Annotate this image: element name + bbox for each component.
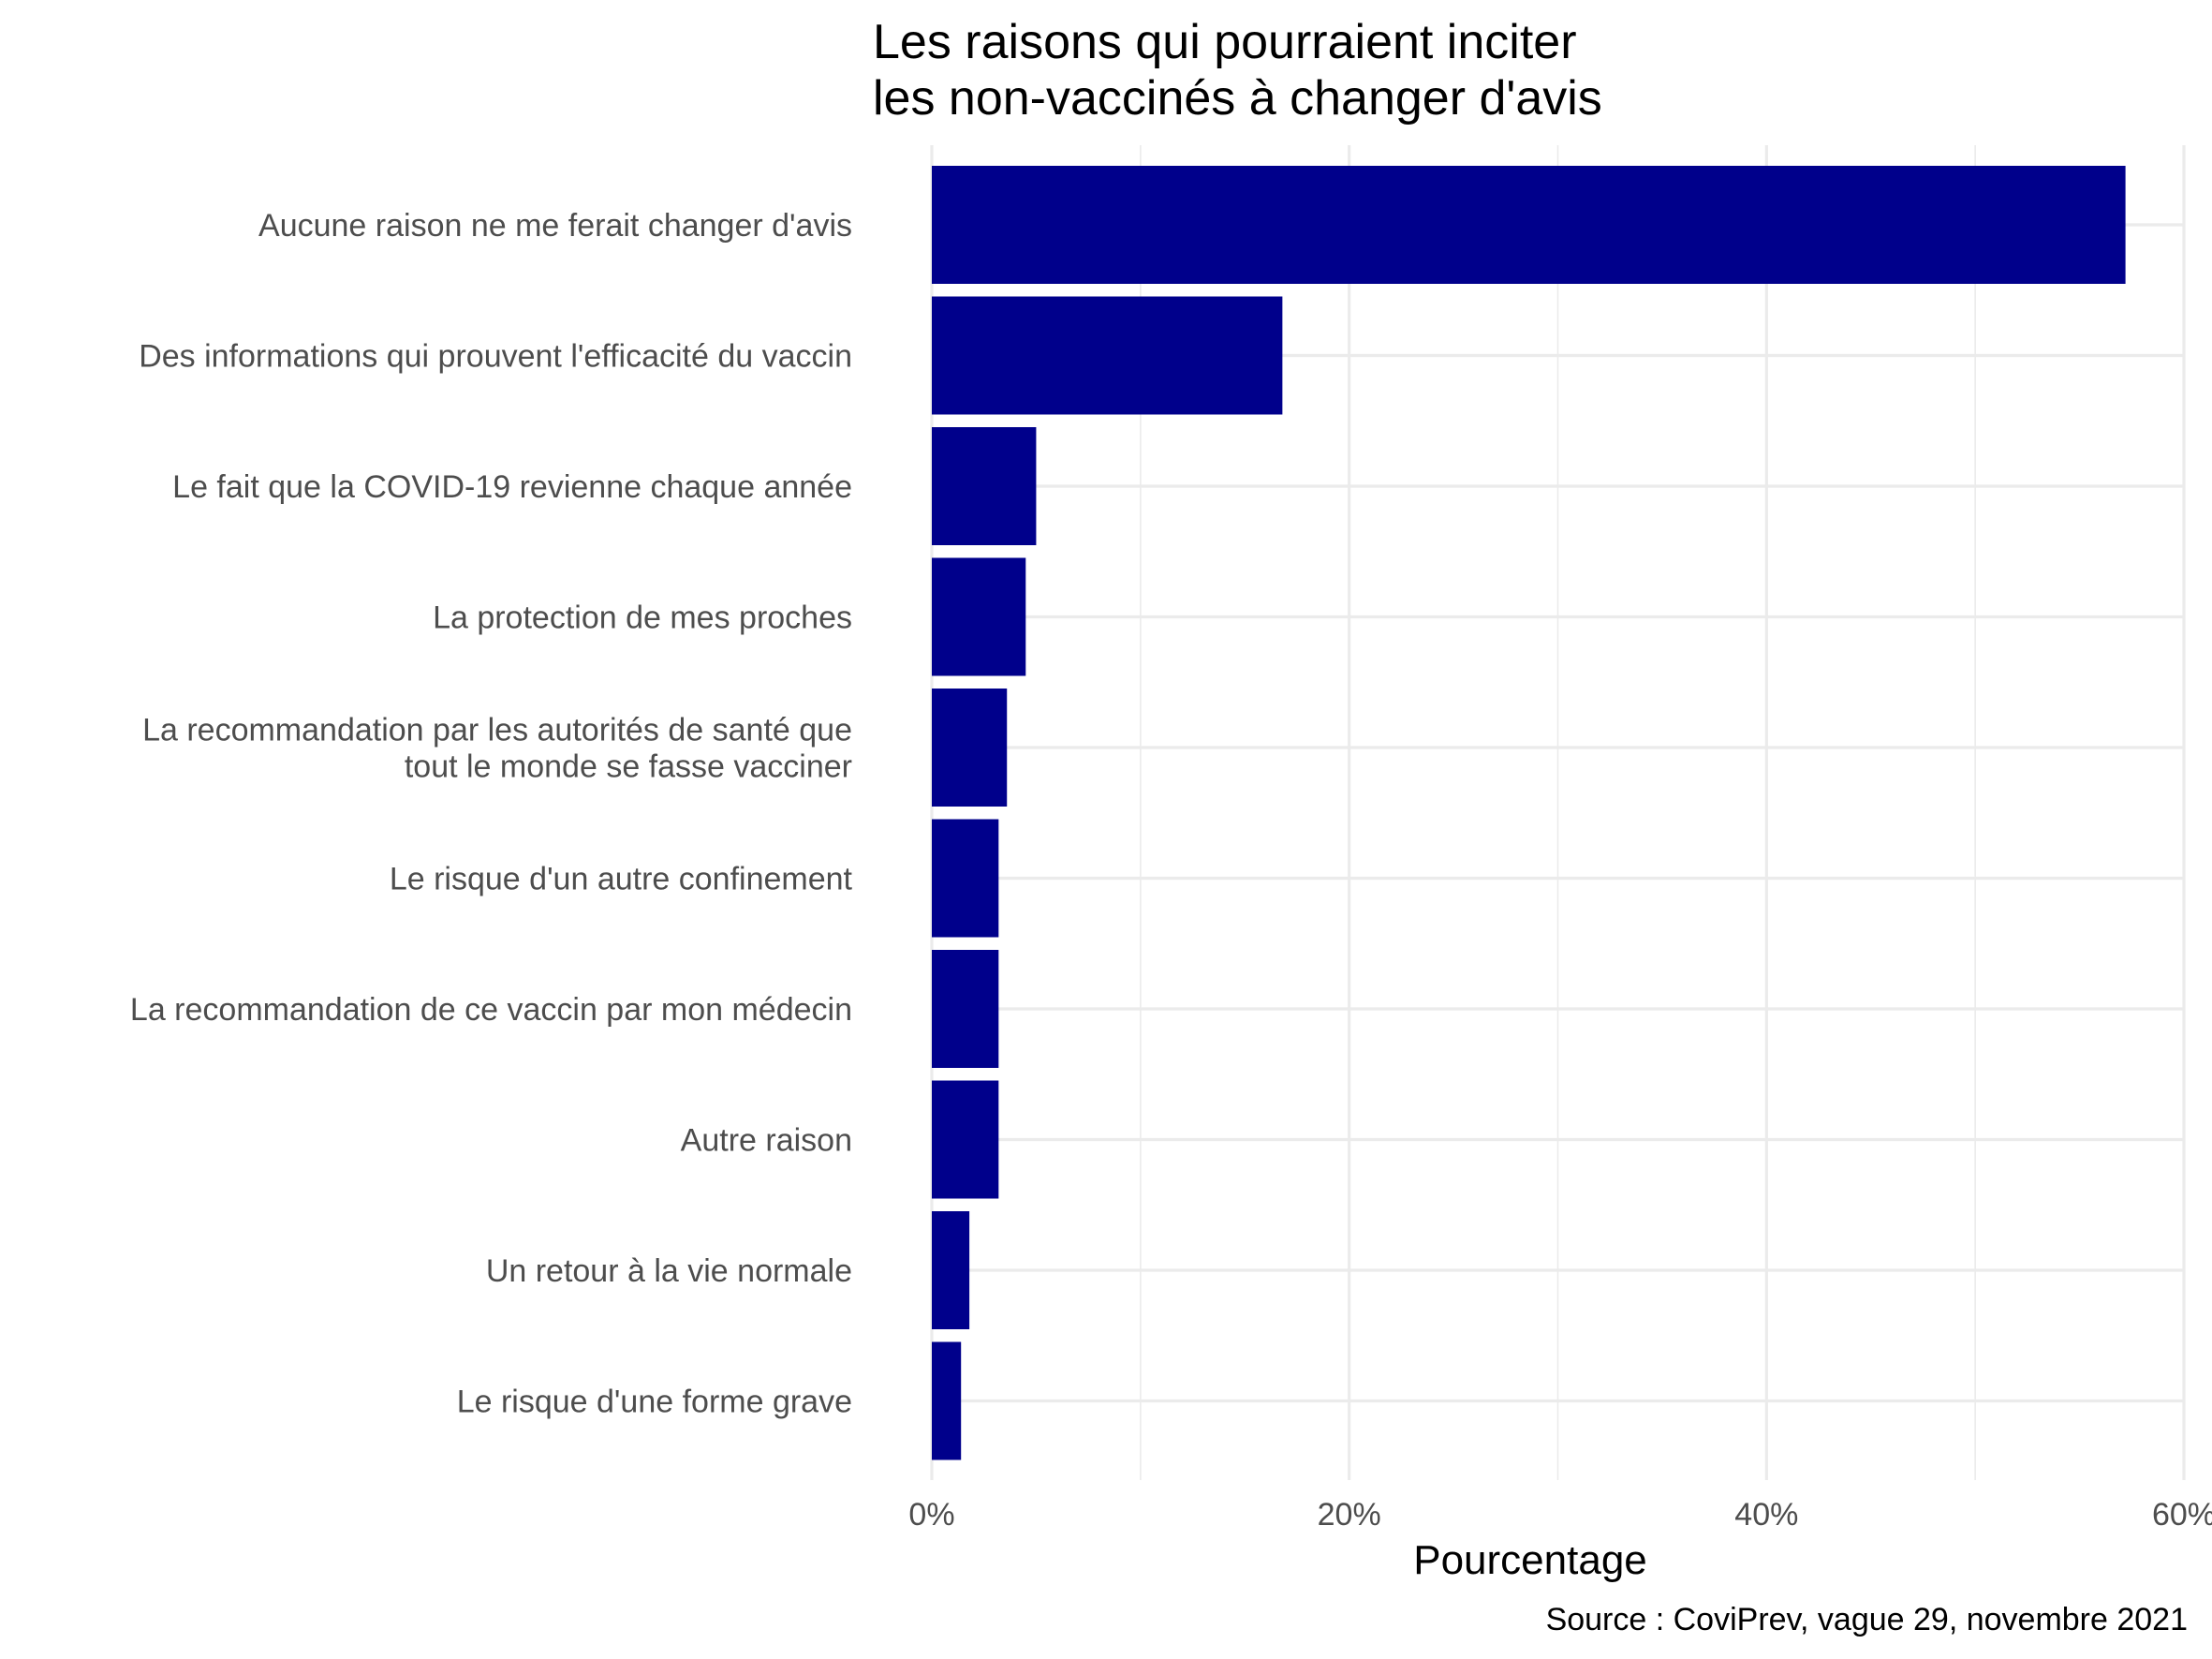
category-label: Aucune raison ne me ferait changer d'avi… (258, 208, 852, 244)
bar (932, 1211, 970, 1329)
source-caption: Source : CoviPrev, vague 29, novembre 20… (1546, 1602, 2188, 1637)
category-label: Un retour à la vie normale (486, 1253, 852, 1289)
bar (932, 1341, 962, 1460)
bar (932, 296, 1283, 415)
bar (932, 427, 1037, 545)
category-label: Le risque d'un autre confinement (390, 862, 853, 897)
chart-title-line-2: les non-vaccinés à changer d'avis (873, 71, 1602, 126)
grid-lines (930, 145, 2186, 1480)
category-label: tout le monde se fasse vacciner (405, 749, 852, 785)
bar (932, 166, 2126, 284)
bar (932, 689, 1008, 807)
category-label: La recommandation par les autorités de s… (142, 713, 852, 748)
x-tick-label: 60% (2152, 1497, 2212, 1533)
bars-group (932, 166, 2126, 1460)
bar (932, 950, 999, 1068)
chart-title-line-1: Les raisons qui pourraient inciter (873, 15, 1577, 69)
x-axis-title: Pourcentage (1413, 1537, 1647, 1583)
x-tick-label: 0% (908, 1497, 954, 1533)
bar (932, 557, 1026, 676)
x-tick-label: 40% (1734, 1497, 1798, 1533)
category-label: Autre raison (681, 1123, 852, 1159)
category-label: Le risque d'une forme grave (457, 1385, 852, 1420)
bar (932, 1080, 999, 1199)
x-tick-label: 20% (1318, 1497, 1381, 1533)
category-label: La protection de mes proches (433, 600, 852, 636)
category-label: Des informations qui prouvent l'efficaci… (139, 339, 852, 375)
bar (932, 819, 999, 938)
category-label: Le fait que la COVID-19 revienne chaque … (172, 469, 852, 505)
category-labels: Aucune raison ne me ferait changer d'avi… (130, 208, 853, 1420)
category-label: La recommandation de ce vaccin par mon m… (130, 992, 852, 1028)
x-tick-labels: 0% 20% 40% 60% (908, 1497, 2212, 1533)
